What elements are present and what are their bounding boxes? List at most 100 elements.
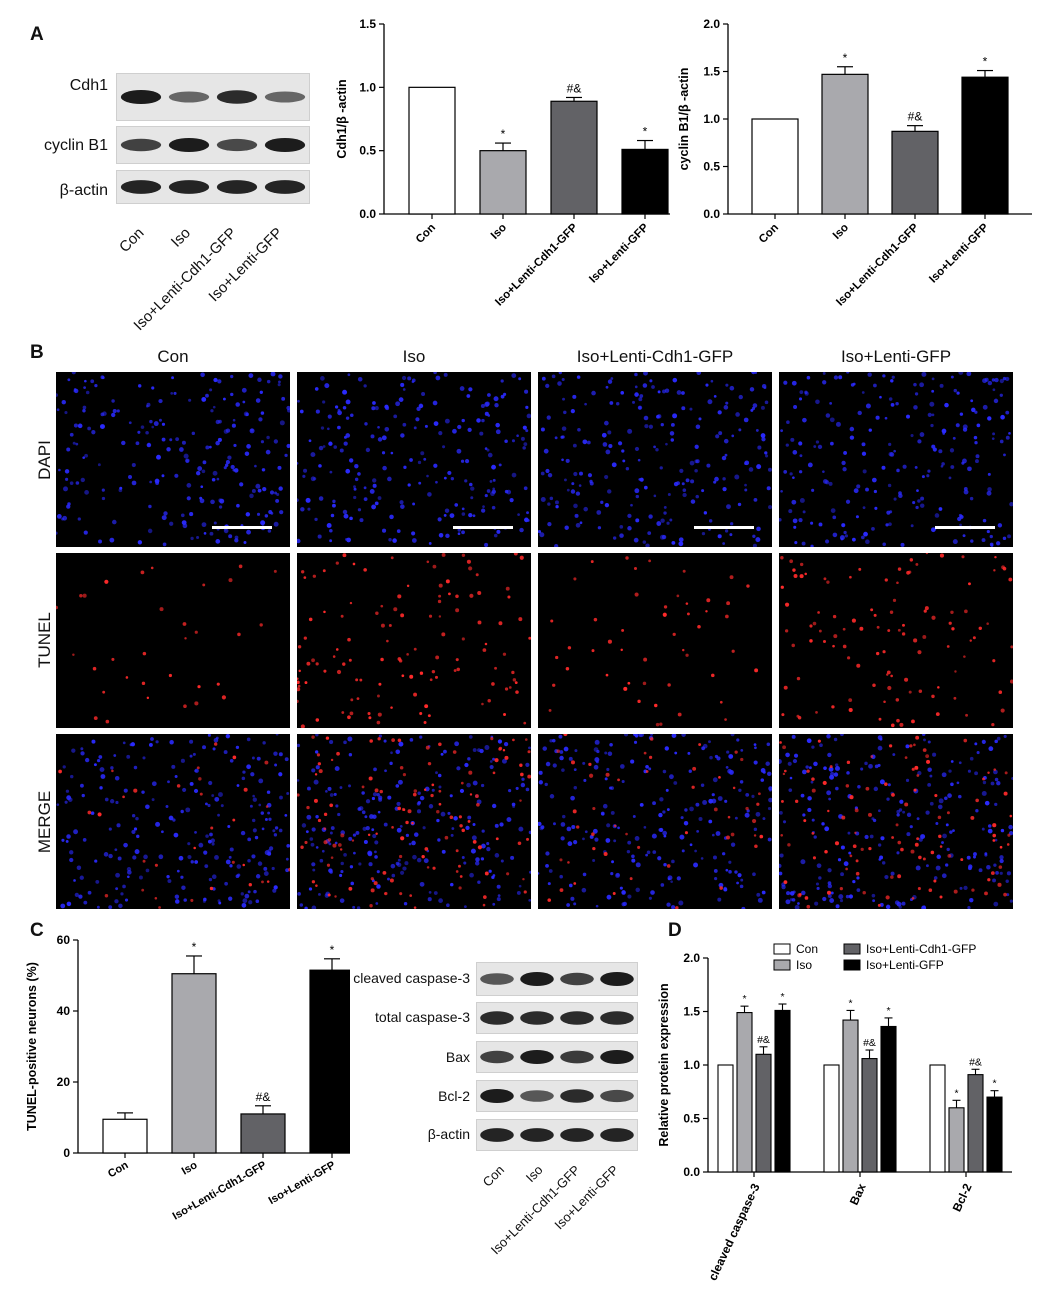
dapi-nucleus: [315, 409, 320, 414]
tunel-nucleus: [413, 906, 417, 909]
dapi-nucleus: [847, 831, 851, 835]
dapi-nucleus: [802, 417, 807, 423]
dapi-nucleus: [242, 400, 246, 404]
dapi-nucleus: [794, 904, 800, 909]
dapi-nucleus: [173, 391, 177, 395]
dapi-nucleus: [730, 522, 734, 526]
dapi-nucleus: [785, 443, 789, 447]
dapi-nucleus: [210, 499, 215, 505]
tunel-nucleus: [870, 755, 874, 758]
tunel-nucleus: [379, 789, 383, 794]
tunel-nucleus: [444, 835, 449, 840]
dapi-nucleus: [789, 898, 793, 902]
dapi-nucleus: [433, 891, 438, 895]
dapi-nucleus: [604, 502, 610, 508]
dapi-nucleus: [230, 374, 234, 379]
significance-mark: *: [780, 991, 784, 1003]
dapi-nucleus: [146, 442, 152, 448]
tunel-nucleus: [740, 757, 744, 762]
tunel-nucleus: [591, 649, 595, 653]
dapi-nucleus: [781, 884, 786, 890]
dapi-nucleus: [275, 498, 280, 503]
dapi-nucleus: [69, 857, 74, 863]
dapi-nucleus: [217, 813, 220, 817]
dapi-nucleus: [516, 434, 519, 438]
dapi-nucleus: [156, 454, 161, 460]
dapi-nucleus: [577, 428, 581, 432]
dapi-nucleus: [752, 403, 758, 408]
dapi-nucleus: [721, 455, 727, 461]
dapi-nucleus: [855, 515, 859, 519]
dapi-nucleus: [792, 890, 796, 894]
dapi-nucleus: [326, 523, 332, 528]
dapi-nucleus: [545, 468, 550, 474]
tunel-nucleus: [466, 559, 471, 564]
tunel-nucleus: [393, 607, 398, 612]
dapi-nucleus: [606, 767, 610, 772]
dapi-nucleus: [799, 390, 804, 395]
dapi-nucleus: [518, 826, 524, 832]
tunel-nucleus: [634, 592, 639, 597]
dapi-nucleus: [111, 412, 116, 418]
tunel-nucleus: [1004, 771, 1008, 775]
dapi-nucleus: [663, 505, 667, 509]
dapi-nucleus: [538, 872, 540, 875]
tunel-nucleus: [787, 843, 791, 847]
tunel-nucleus: [791, 643, 796, 648]
dapi-nucleus: [587, 473, 593, 478]
legend-label: Con: [796, 942, 818, 956]
dapi-nucleus: [76, 865, 82, 870]
tunel-nucleus: [503, 713, 507, 716]
dapi-nucleus: [423, 457, 427, 461]
tunel-nucleus: [424, 704, 429, 709]
blot-strip: [116, 73, 310, 121]
dapi-nucleus: [591, 390, 596, 396]
dapi-nucleus: [768, 797, 772, 803]
dapi-nucleus: [450, 882, 454, 887]
dapi-nucleus: [403, 902, 408, 906]
dapi-nucleus: [573, 785, 578, 790]
dapi-nucleus: [297, 779, 300, 782]
tunel-nucleus: [908, 690, 912, 694]
tunel-nucleus: [297, 687, 301, 692]
dapi-nucleus: [239, 482, 244, 487]
tunel-nucleus: [428, 614, 433, 618]
micrograph-image: [297, 553, 531, 728]
dapi-nucleus: [645, 764, 649, 769]
dapi-nucleus: [350, 881, 355, 886]
dapi-nucleus: [865, 487, 869, 492]
tunel-nucleus: [783, 880, 788, 885]
dapi-nucleus: [60, 903, 66, 909]
dapi-nucleus: [882, 542, 886, 547]
x-tick-label: Con: [106, 1159, 131, 1180]
blot-band: [480, 1011, 514, 1025]
dapi-nucleus: [994, 739, 998, 744]
y-tick-label: 60: [57, 933, 71, 947]
dapi-nucleus: [187, 854, 192, 860]
dapi-nucleus: [676, 876, 681, 881]
dapi-nucleus: [228, 855, 232, 859]
tunel-nucleus: [780, 799, 784, 803]
dapi-nucleus: [693, 862, 699, 868]
tunel-nucleus: [455, 849, 459, 853]
tunel-nucleus: [937, 815, 942, 820]
dapi-nucleus: [941, 841, 944, 845]
dapi-nucleus: [644, 424, 649, 429]
dapi-nucleus: [987, 380, 993, 386]
dapi-nucleus: [726, 504, 731, 510]
dapi-nucleus: [721, 852, 726, 856]
significance-mark: *: [192, 940, 197, 954]
micrograph-dapi-4: [779, 372, 1013, 547]
dapi-nucleus: [852, 382, 856, 386]
dapi-nucleus: [297, 461, 299, 465]
tunel-nucleus: [329, 803, 334, 808]
dapi-nucleus: [665, 788, 669, 792]
dapi-nucleus: [235, 874, 240, 879]
dapi-nucleus: [480, 783, 485, 788]
dapi-nucleus: [364, 422, 368, 426]
tunel-nucleus: [458, 864, 461, 868]
dapi-nucleus: [905, 778, 910, 782]
dapi-nucleus: [631, 858, 636, 863]
dapi-nucleus: [810, 521, 814, 525]
dapi-nucleus: [711, 798, 717, 804]
